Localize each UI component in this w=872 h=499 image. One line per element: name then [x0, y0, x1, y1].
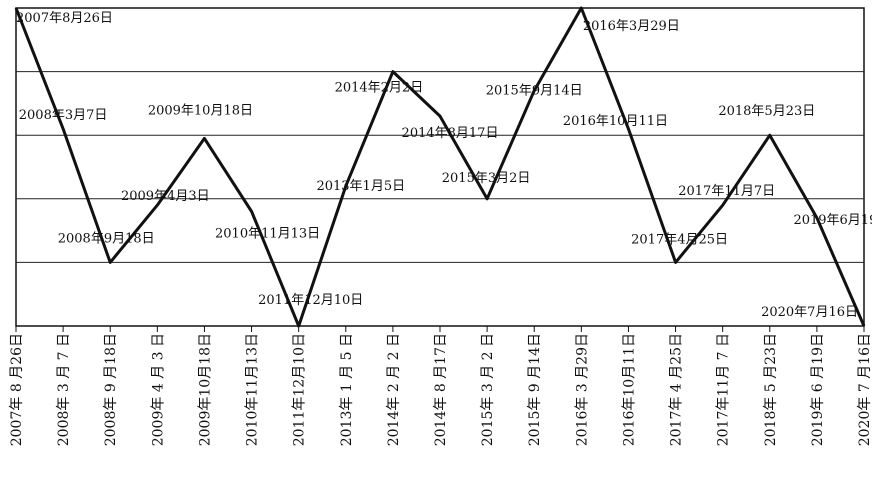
x-tick-label: 2019年 6 月19日: [810, 333, 826, 446]
data-label: 2008年3月7日: [19, 108, 108, 123]
x-tick-label: 2016年10月11日: [621, 333, 637, 446]
data-label: 2017年11月7日: [678, 184, 775, 199]
x-tick-label: 2015年 9 月14日: [527, 333, 543, 446]
data-label: 2016年3月29日: [583, 19, 680, 34]
x-ticks: [15, 326, 865, 332]
data-label: 2009年10月18日: [148, 103, 253, 118]
data-label: 2017年4月25日: [631, 232, 728, 247]
x-tick-label: 2014年 2 月 2 日: [386, 333, 402, 446]
x-tick-label: 2010年11月13日: [245, 333, 261, 446]
data-label: 2016年10月11日: [563, 114, 668, 129]
data-label: 2014年2月2日: [335, 81, 424, 96]
data-label: 2011年12月10日: [258, 293, 363, 308]
series-line: [14, 6, 866, 328]
x-tick-label: 2014年 8 月17日: [433, 333, 449, 446]
x-tick-label: 2013年 1 月 5 日: [339, 333, 355, 446]
data-label: 2018年5月23日: [718, 104, 815, 119]
x-tick-label: 2020年 7 月16日: [857, 333, 872, 446]
x-tick-label: 2007年 8 月26日: [9, 333, 25, 446]
point-labels: 2007年8月26日 2008年3月7日 2008年9月18日 2009年4月3日 20…: [16, 11, 872, 320]
data-label: 2009年4月3日: [121, 189, 210, 204]
data-label: 2007年8月26日: [16, 11, 113, 26]
x-tick-label: 2009年10月18日: [197, 333, 213, 446]
data-label: 2010年11月13日: [215, 227, 320, 242]
x-tick-label: 2008年 9 月18日: [103, 333, 119, 446]
series-layer: [14, 6, 866, 328]
data-label: 2014年8月17日: [402, 126, 499, 141]
data-label: 2015年3月2日: [442, 171, 531, 186]
data-label: 2013年1月5日: [316, 179, 405, 194]
gridlines: [16, 71, 864, 263]
x-tick-label: 2017年11月 7 日: [716, 333, 732, 446]
plot-frame: [15, 7, 865, 327]
x-tick-label: 2008年 3 月 7 日: [56, 333, 72, 446]
x-tick-label: 2017年 4 月25日: [669, 333, 685, 446]
x-tick-label: 2016年 3 月29日: [574, 333, 590, 446]
x-tick-label: 2009年 4 月 3 日: [150, 333, 166, 446]
data-label: 2020年7月16日: [761, 305, 858, 320]
x-tick-labels: 2007年 8 月26日 2008年 3 月 7 日 2008年 9 月18日 200…: [9, 333, 872, 446]
x-tick-label: 2018年 5 月23日: [763, 333, 779, 446]
x-tick-label: 2011年12月10日: [292, 333, 308, 446]
data-label: 2015年9月14日: [486, 84, 583, 99]
data-label: 2008年9月18日: [58, 231, 155, 246]
x-tick-label: 2015年 3 月 2 日: [480, 333, 496, 446]
